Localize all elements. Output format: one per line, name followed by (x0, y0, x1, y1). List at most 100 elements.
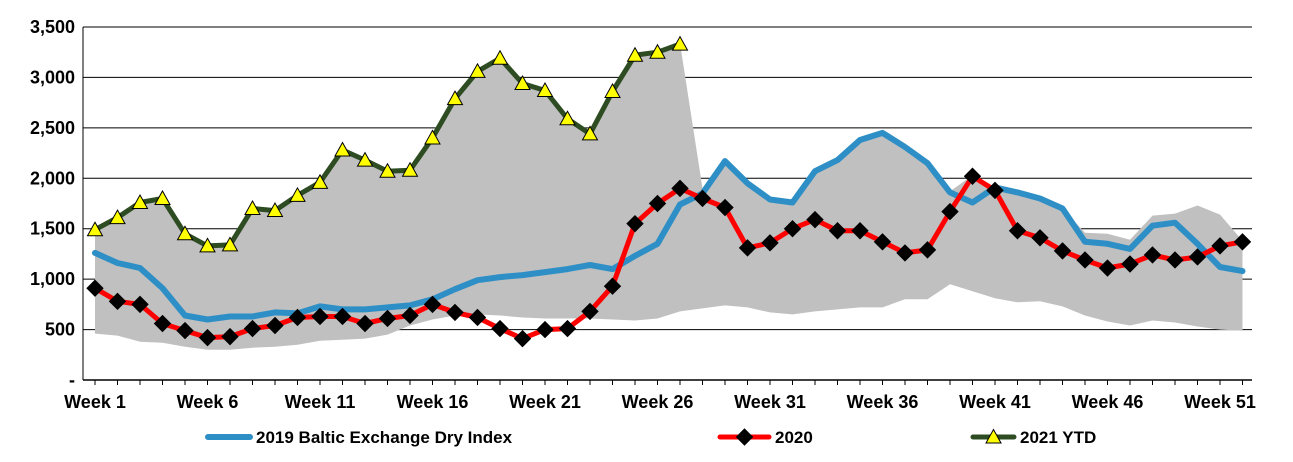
data-point (1008, 222, 1027, 240)
data-point (1098, 259, 1117, 277)
data-point (266, 202, 284, 218)
y-tick-label: 2,500 (30, 118, 75, 138)
data-point (986, 181, 1004, 200)
data-point (334, 141, 351, 157)
data-point (446, 90, 464, 106)
y-tick-label: 1,500 (30, 219, 75, 239)
data-point (581, 125, 599, 141)
data-point (1121, 255, 1139, 273)
data-point (716, 198, 734, 217)
data-point (198, 328, 217, 347)
data-point (581, 302, 599, 321)
data-point (806, 210, 824, 229)
data-point (513, 329, 532, 348)
data-point (1076, 251, 1094, 269)
x-tick-label: Week 36 (847, 392, 919, 412)
data-point (244, 200, 261, 216)
data-point (469, 62, 486, 78)
axis-layer: - 500 1,000 1,500 2,000 2,500 3,000 3,500 Week 1… (30, 17, 1256, 412)
data-point (671, 35, 689, 51)
x-tick-label: Week 31 (734, 392, 806, 412)
data-point (176, 225, 194, 241)
data-point (963, 167, 982, 185)
data-point (1233, 233, 1252, 251)
legend-label: 2021 YTD (1020, 428, 1096, 447)
series-2 (86, 35, 689, 253)
data-point (401, 161, 419, 177)
data-point (379, 162, 396, 178)
data-point (221, 236, 239, 252)
data-point (109, 209, 126, 225)
x-tick-label: Week 16 (397, 392, 469, 412)
data-point (86, 221, 104, 237)
data-point (873, 233, 892, 251)
y-tick-label: 3,500 (30, 17, 75, 37)
y-tick-label: 3,000 (30, 67, 75, 87)
y-tick-label: 500 (45, 320, 75, 340)
data-point (828, 222, 847, 240)
data-point (626, 46, 644, 62)
series-1 (86, 167, 1252, 348)
data-point (693, 189, 712, 208)
y-tick-label: 2,000 (30, 168, 75, 188)
data-point (176, 321, 194, 340)
data-point (86, 279, 104, 297)
data-point (671, 179, 689, 198)
y-tick-label: 1,000 (30, 269, 75, 289)
data-point (243, 319, 262, 338)
x-tick-label: Week 41 (959, 392, 1031, 412)
data-point (356, 314, 374, 333)
data-point (851, 222, 869, 240)
x-tick-label: Week 26 (622, 392, 694, 412)
data-point (738, 239, 757, 257)
data-point (446, 303, 464, 322)
legend-marker (735, 428, 754, 446)
x-tick-label: Week 6 (177, 392, 239, 412)
data-point (108, 292, 127, 311)
data-point (356, 151, 374, 167)
data-point (131, 193, 149, 209)
series-0 (92, 129, 1246, 323)
legend-item-0: 2019 Baltic Exchange Dry Index (205, 428, 513, 447)
data-point (333, 307, 352, 326)
data-point (221, 327, 239, 346)
data-point (311, 307, 329, 326)
data-point (626, 214, 644, 233)
data-point (1166, 251, 1184, 269)
data-point (558, 319, 577, 338)
x-tick-label: Week 11 (285, 392, 356, 412)
legend-marker (985, 428, 1002, 444)
data-point (1188, 248, 1207, 266)
data-point (401, 306, 419, 325)
legend: 2019 Baltic Exchange Dry Index 2020 2021 Y… (205, 428, 1096, 447)
data-point (941, 202, 959, 221)
x-tick-label: Week 51 (1184, 392, 1256, 412)
data-point (491, 319, 509, 338)
data-point (131, 295, 149, 314)
data-point (536, 82, 554, 98)
data-point (289, 186, 306, 202)
data-point (1143, 246, 1162, 264)
legend-label: 2020 (775, 428, 813, 447)
data-point (761, 234, 779, 252)
data-point (199, 237, 216, 253)
x-tick-label: Week 21 (509, 392, 581, 412)
data-point (783, 220, 802, 238)
data-point (288, 308, 307, 327)
data-point (559, 110, 576, 126)
data-point (424, 129, 441, 145)
data-point (311, 173, 329, 189)
data-point (378, 309, 397, 328)
data-point (896, 244, 914, 262)
data-point (468, 308, 487, 327)
data-point (1053, 242, 1072, 260)
data-point (153, 314, 172, 333)
data-point (1211, 237, 1229, 255)
x-tick-label: Week 46 (1072, 392, 1144, 412)
data-point (266, 316, 284, 335)
series-line (92, 129, 1246, 323)
series-line (92, 173, 1245, 342)
data-point (918, 241, 937, 259)
